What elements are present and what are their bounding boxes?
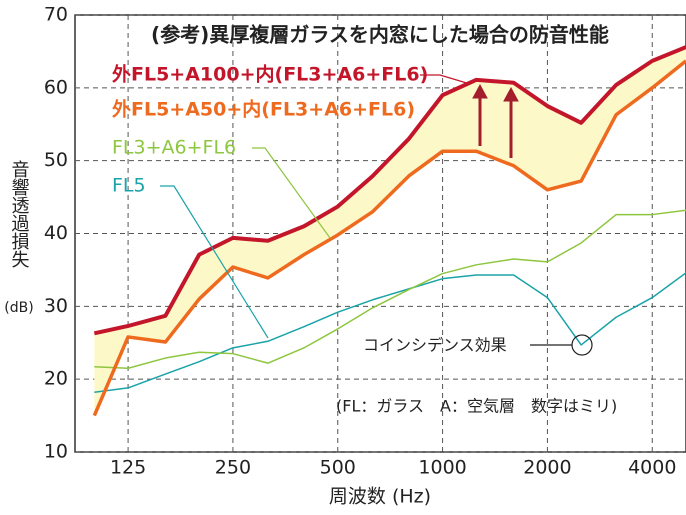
legend-label: 外FL5+A100+内(FL3+A6+FL6) (112, 63, 428, 86)
arrow-head (503, 86, 519, 102)
y-tick-label: 10 (44, 441, 68, 463)
y-tick-label: 70 (44, 4, 68, 26)
x-tick-label: 2000 (523, 457, 571, 479)
x-tick-label: 125 (110, 457, 146, 479)
x-axis-label: 周波数 (Hz) (329, 486, 431, 508)
y-axis-unit: (dB) (4, 300, 33, 316)
x-tick-label: 250 (215, 457, 251, 479)
series-line (94, 272, 686, 394)
leader-line (160, 185, 269, 339)
legend-label: FL5 (112, 175, 146, 197)
highlight-circle (571, 334, 593, 356)
annotation: コインシデンス効果 (363, 336, 507, 355)
x-tick-label: 4000 (628, 457, 676, 479)
annotation: (FL：ガラス A：空気層 数字はミリ) (336, 397, 617, 416)
lines (92, 45, 686, 417)
y-tick-label: 30 (44, 295, 68, 317)
legend-label: 外FL5+A50+内(FL3+A6+FL6) (112, 98, 415, 121)
y-tick-label: 20 (44, 368, 68, 390)
leader-line (252, 147, 331, 239)
y-tick-label: 50 (44, 149, 68, 171)
series-line (93, 45, 686, 336)
series-line (94, 209, 686, 369)
leader-line (420, 74, 471, 85)
y-axis-label: 音響透過損失 (9, 160, 30, 268)
legend-label: FL3+A6+FL6 (112, 137, 236, 159)
chart-title: (参考)異厚複層ガラスを内窓にした場合の防音性能 (151, 23, 609, 47)
arrow-head (472, 83, 488, 99)
grid (75, 14, 686, 453)
series-line (92, 59, 686, 417)
x-tick-label: 1000 (418, 457, 466, 479)
difference-band (94, 47, 686, 416)
arrows (472, 83, 519, 158)
x-tick-label: 500 (320, 457, 356, 479)
y-tick-label: 60 (44, 76, 68, 98)
y-tick-label: 40 (44, 222, 68, 244)
